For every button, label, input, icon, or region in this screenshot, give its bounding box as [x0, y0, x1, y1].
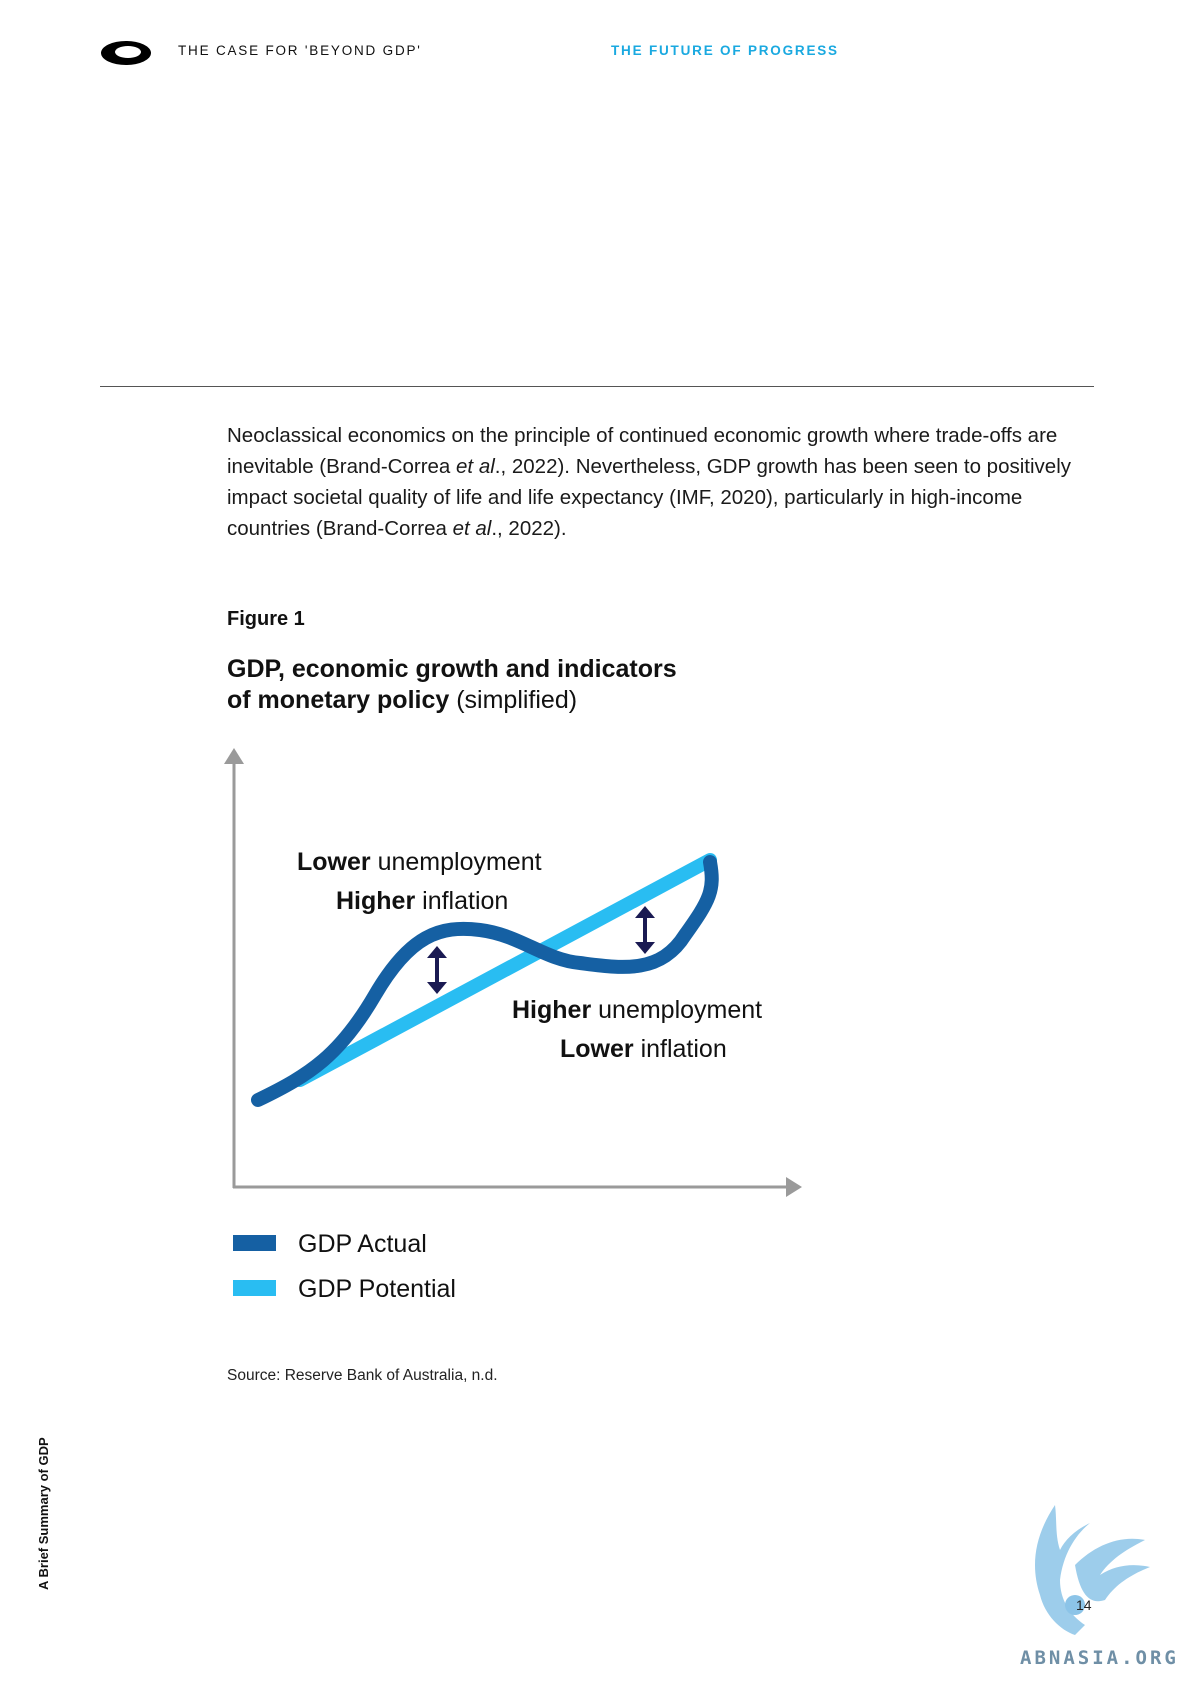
figure-title: GDP, economic growth and indicators of m… — [227, 655, 677, 714]
watermark-logo-icon — [1035, 1505, 1150, 1635]
header-right-title: THE FUTURE OF PROGRESS — [611, 43, 839, 58]
gap-arrow-left — [427, 946, 447, 994]
legend-label-actual: GDP Actual — [298, 1230, 427, 1258]
gdp-potential-line — [293, 853, 717, 1087]
figure-source: Source: Reserve Bank of Australia, n.d. — [227, 1367, 498, 1384]
sidebar-vertical-title: A Brief Summary of GDP — [36, 1437, 51, 1590]
legend-label-potential: GDP Potential — [298, 1275, 456, 1303]
annotation-bottom-line2: Lower inflation — [560, 1035, 727, 1063]
divider-line — [100, 386, 1094, 387]
gdp-actual-line — [251, 855, 719, 1107]
figure-label: Figure 1 — [227, 608, 305, 630]
legend-swatch-potential — [233, 1280, 276, 1296]
watermark-text: ABNASIA.ORG — [1020, 1647, 1179, 1669]
body-paragraph: Neoclassical economics on the principle … — [227, 424, 1071, 540]
annotation-bottom-line1: Higher unemployment — [512, 996, 762, 1024]
ring-logo-icon — [101, 41, 151, 65]
header-left-title: THE CASE FOR 'BEYOND GDP' — [178, 43, 422, 58]
page-number: 14 — [1076, 1597, 1092, 1613]
annotation-top-line2: Higher inflation — [336, 887, 508, 915]
gap-arrow-right — [635, 906, 655, 954]
annotation-top-line1: Lower unemployment — [297, 848, 542, 876]
legend-swatch-actual — [233, 1235, 276, 1251]
x-axis-arrow — [786, 1177, 802, 1197]
y-axis-arrow — [224, 748, 244, 764]
